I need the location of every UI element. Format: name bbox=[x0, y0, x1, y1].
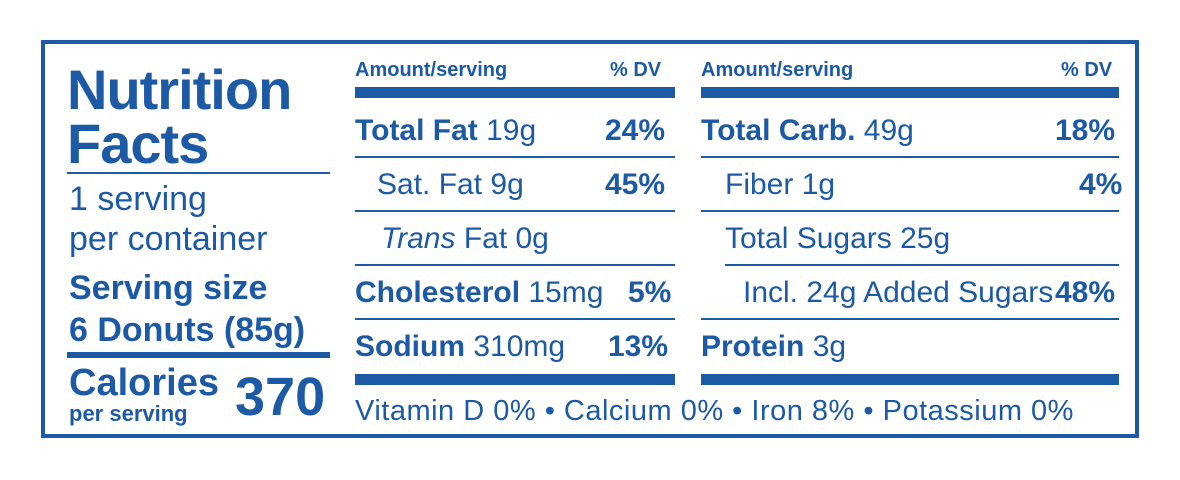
col2-row-added-sugars: Incl. 24g Added Sugars bbox=[743, 278, 1053, 308]
col2-header-dv: % DV bbox=[1061, 59, 1113, 81]
nutrient-amount: 19g bbox=[486, 114, 537, 147]
title-line-2: Facts bbox=[67, 112, 209, 175]
nutrient-amount: 49g bbox=[863, 114, 914, 147]
nutrient-name: Total Carb. bbox=[701, 114, 856, 147]
vitamins-minerals-footer: Vitamin D 0% • Calcium 0% • Iron 8% • Po… bbox=[355, 395, 1074, 427]
col1-row-total-fat: Total Fat 19g bbox=[355, 116, 536, 146]
calories-label: Calories bbox=[69, 362, 219, 404]
col1-dv-cholesterol: 5% bbox=[628, 276, 672, 309]
nutrient-amount: 9g bbox=[490, 168, 524, 201]
calories-value: 370 bbox=[235, 367, 326, 427]
col1-header-dv: % DV bbox=[610, 59, 662, 81]
col2-top-bar bbox=[701, 87, 1119, 98]
divider bbox=[701, 210, 1119, 212]
divider bbox=[701, 156, 1119, 158]
col2-row-protein: Protein 3g bbox=[701, 332, 846, 362]
calories-sublabel: per serving bbox=[69, 401, 188, 426]
divider bbox=[67, 172, 330, 174]
nutrient-amount: Fat 0g bbox=[463, 222, 549, 255]
col2-row-total-sugars: Total Sugars 25g bbox=[725, 224, 950, 254]
col1-bottom-bar bbox=[355, 374, 675, 385]
nutrition-facts-panel: Nutrition Facts 1 serving per container … bbox=[41, 40, 1139, 438]
nutrient-amount: 310mg bbox=[473, 330, 566, 363]
col1-header-amount: Amount/serving bbox=[355, 59, 508, 81]
col1-dv-total-fat: 24% bbox=[605, 114, 666, 147]
nutrient-name: Fiber bbox=[725, 168, 794, 201]
divider bbox=[725, 264, 1119, 266]
nutrient-name: Trans bbox=[381, 222, 456, 255]
serving-size-value: 6 Donuts (85g) bbox=[69, 311, 306, 349]
col2-dv-added-sugars: 48% bbox=[1055, 276, 1116, 309]
nutrient-name: Protein bbox=[701, 330, 805, 363]
divider bbox=[355, 264, 675, 266]
nutrient-name: Incl. 24g Added Sugars bbox=[743, 276, 1054, 309]
serving-size-label: Serving size bbox=[69, 269, 268, 307]
thick-divider bbox=[67, 352, 330, 358]
nutrient-amount: 1g bbox=[801, 168, 836, 201]
col2-row-total-carb: Total Carb. 49g bbox=[701, 116, 914, 146]
nutrient-amount: 15mg bbox=[528, 276, 604, 309]
nutrient-name: Cholesterol bbox=[355, 276, 521, 309]
col2-row-fiber: Fiber 1g bbox=[725, 170, 835, 200]
servings-per-container-2: per container bbox=[69, 220, 268, 258]
col2-bottom-bar bbox=[701, 374, 1119, 385]
divider bbox=[701, 318, 1119, 320]
col1-top-bar bbox=[355, 87, 675, 98]
col2-dv-fiber: 4% bbox=[1079, 168, 1123, 201]
divider bbox=[355, 318, 675, 320]
col1-row-sodium: Sodium 310mg bbox=[355, 332, 565, 362]
title-line-1: Nutrition bbox=[67, 58, 292, 121]
col1-row-cholesterol: Cholesterol 15mg bbox=[355, 278, 603, 308]
col1-dv-sodium: 13% bbox=[608, 330, 669, 363]
nutrient-amount: 25g bbox=[900, 222, 951, 255]
nutrient-name: Sat. Fat bbox=[377, 168, 483, 201]
divider bbox=[355, 156, 675, 158]
col1-dv-sat-fat: 45% bbox=[605, 168, 666, 201]
servings-per-container: 1 serving bbox=[69, 180, 207, 218]
col1-row-sat-fat: Sat. Fat 9g bbox=[377, 170, 524, 200]
nutrient-name: Total Fat bbox=[355, 114, 478, 147]
nutrient-name: Sodium bbox=[355, 330, 465, 363]
col2-dv-total-carb: 18% bbox=[1055, 114, 1116, 147]
nutrient-amount: 3g bbox=[812, 330, 847, 363]
divider bbox=[355, 210, 675, 212]
col2-header-amount: Amount/serving bbox=[701, 59, 854, 81]
nutrient-name: Total Sugars bbox=[725, 222, 892, 255]
col1-row-trans-fat: Trans Fat 0g bbox=[381, 224, 549, 254]
